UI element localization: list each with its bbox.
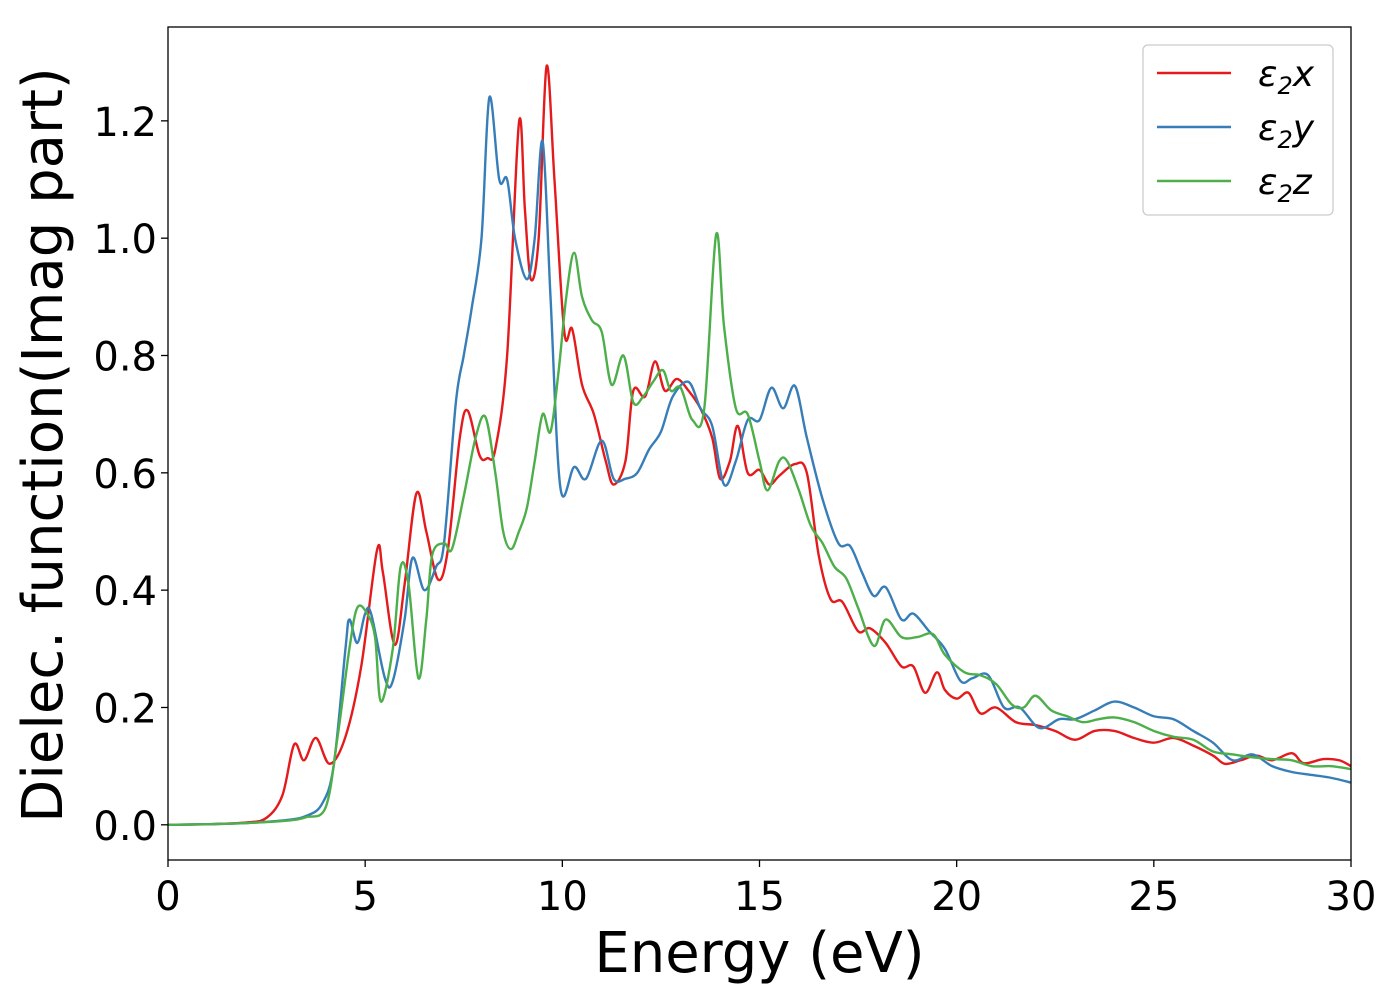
- x-axis-title: Energy (eV): [594, 921, 924, 986]
- x-tick-label: 0: [155, 874, 180, 920]
- y-tick-label: 0.8: [93, 335, 157, 381]
- series-line-x: [168, 64, 1351, 826]
- y-axis: 0.0 0.2 0.4 0.6 0.8 1.0 1.2: [93, 100, 168, 850]
- x-tick-label: 30: [1326, 874, 1377, 920]
- y-tick-label: 1.2: [93, 100, 157, 146]
- y-axis-title: Dielec. function(Imag part): [11, 67, 76, 823]
- y-tick-label: 0.4: [93, 569, 157, 615]
- x-tick-label: 25: [1128, 874, 1179, 920]
- x-tick-label: 15: [734, 874, 785, 920]
- x-axis: 0 5 10 15 20 25 30: [155, 860, 1376, 920]
- legend-label-y: ε2y: [1258, 108, 1315, 154]
- legend-label-z: ε2z: [1258, 162, 1313, 208]
- x-tick-label: 10: [537, 874, 588, 920]
- series-line-z: [168, 231, 1351, 826]
- x-tick-label: 20: [931, 874, 982, 920]
- y-tick-label: 0.0: [93, 804, 157, 850]
- series-layer: [168, 64, 1351, 826]
- y-tick-label: 0.6: [93, 452, 157, 498]
- y-tick-label: 1.0: [93, 217, 157, 263]
- legend: ε2x ε2y ε2z: [1142, 44, 1334, 216]
- y-tick-label: 0.2: [93, 686, 157, 732]
- legend-box: [1142, 44, 1334, 216]
- legend-label-x: ε2x: [1258, 54, 1315, 100]
- series-line-y: [168, 95, 1351, 826]
- x-tick-label: 5: [352, 874, 377, 920]
